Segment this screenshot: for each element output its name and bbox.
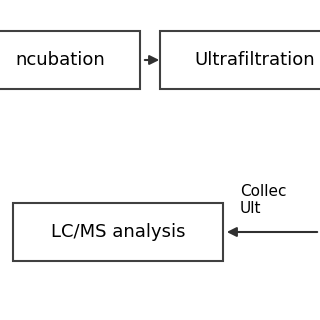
Text: LC/MS analysis: LC/MS analysis	[51, 223, 185, 241]
FancyBboxPatch shape	[0, 31, 140, 89]
FancyBboxPatch shape	[13, 203, 223, 261]
Text: ncubation: ncubation	[15, 51, 105, 69]
FancyBboxPatch shape	[160, 31, 320, 89]
Text: Ultrafiltration: Ultrafiltration	[195, 51, 315, 69]
Text: Collec
Ult: Collec Ult	[240, 184, 286, 216]
